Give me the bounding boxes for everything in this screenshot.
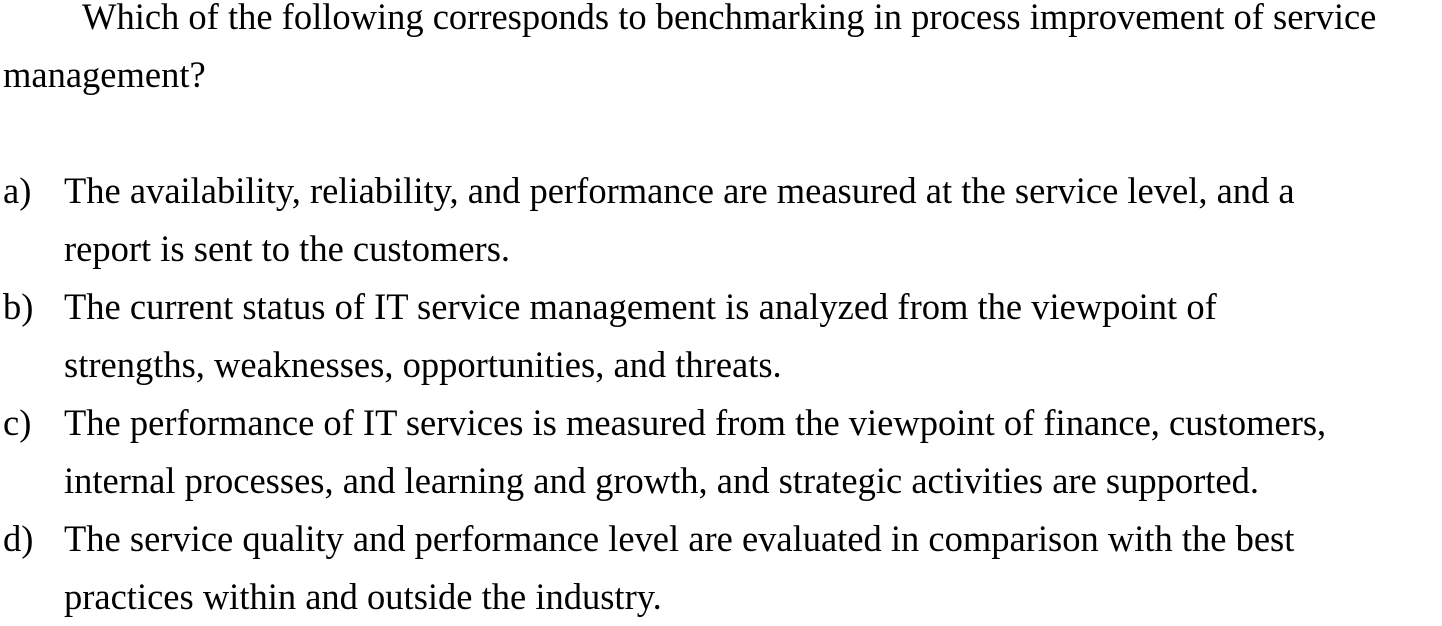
- option-a-line-1: The availability, reliability, and perfo…: [64, 170, 1295, 211]
- option-a-line-2: report is sent to the customers.: [64, 228, 511, 269]
- answer-options: a) The availability, reliability, and pe…: [3, 162, 1433, 626]
- option-c-letter: c): [3, 402, 32, 443]
- option-b-letter: b): [3, 286, 34, 327]
- question-text: Which of the following corresponds to be…: [3, 0, 1377, 95]
- option-d-letter: d): [3, 518, 34, 559]
- option-b-line-2: strengths, weaknesses, opportunities, an…: [64, 344, 782, 385]
- option-b: b) The current status of IT service mana…: [3, 278, 1433, 394]
- option-c-line-1: The performance of IT services is measur…: [64, 402, 1327, 443]
- option-a: a) The availability, reliability, and pe…: [3, 162, 1433, 278]
- option-c-line-2: internal processes, and learning and gro…: [64, 460, 1259, 501]
- option-b-line-1: The current status of IT service managem…: [64, 286, 1217, 327]
- option-c: c) The performance of IT services is mea…: [3, 394, 1433, 510]
- option-d-line-2: practices within and outside the industr…: [64, 576, 662, 617]
- option-d-line-1: The service quality and performance leve…: [64, 518, 1295, 559]
- option-d: d) The service quality and performance l…: [3, 510, 1433, 626]
- option-a-letter: a): [3, 170, 32, 211]
